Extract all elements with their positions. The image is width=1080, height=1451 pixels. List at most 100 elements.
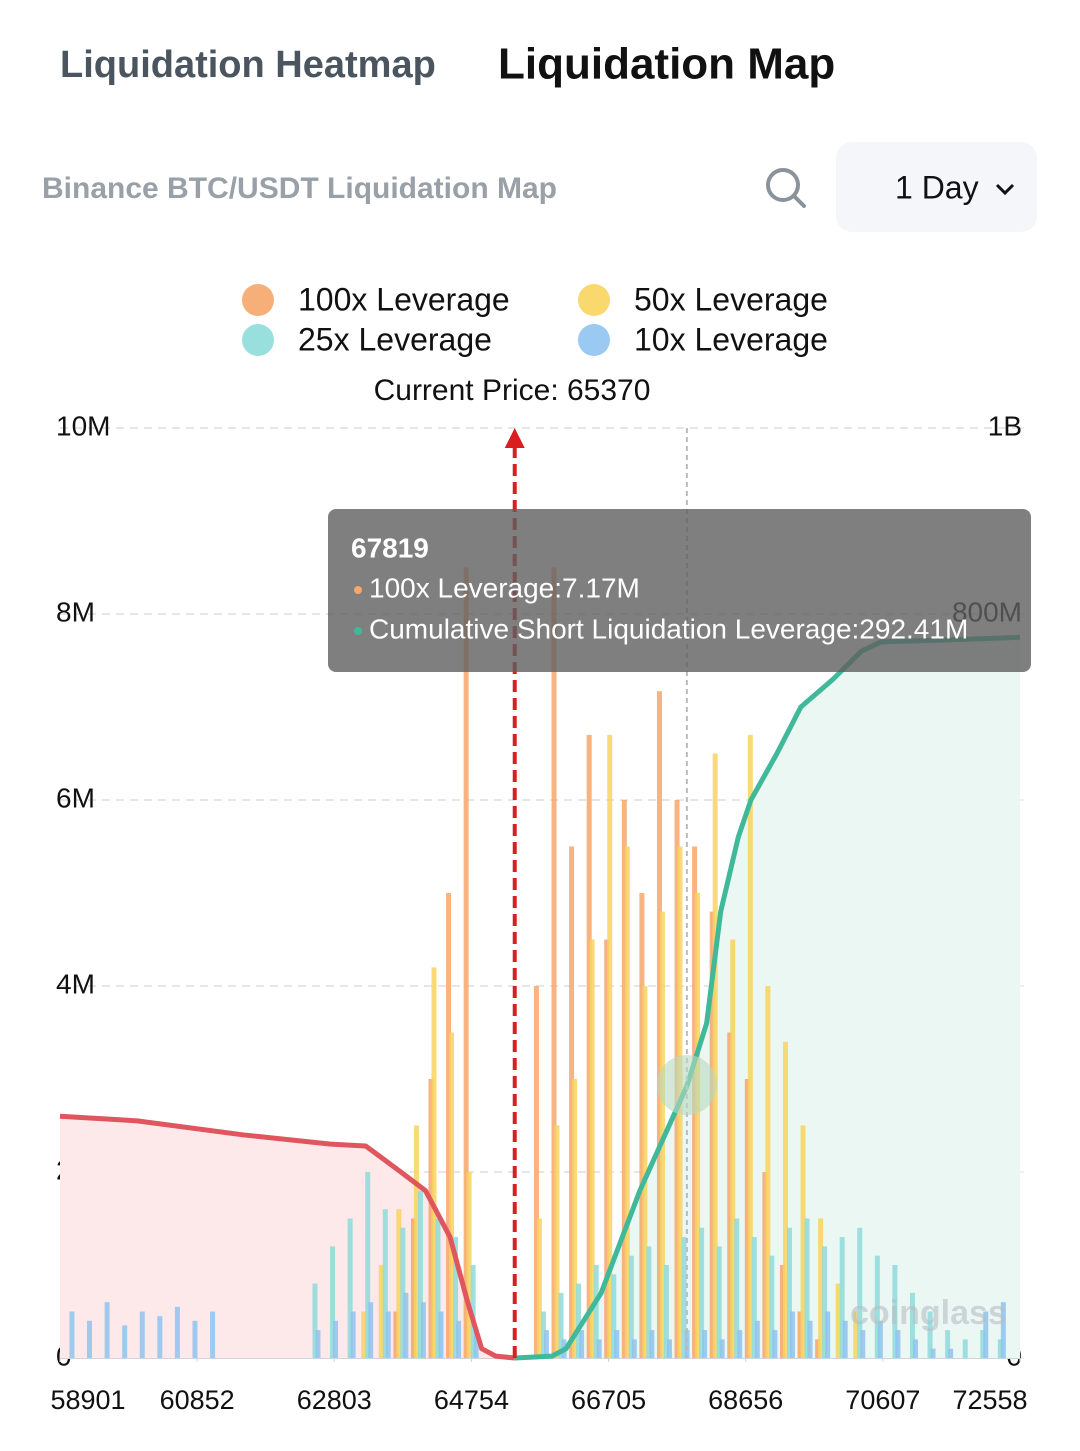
bar-10x <box>860 1330 866 1358</box>
bar-10x <box>684 1330 690 1358</box>
bar-25x <box>312 1283 318 1358</box>
bar-10x <box>174 1306 180 1358</box>
bar-10x <box>877 1320 883 1358</box>
watermark: coinglass <box>850 1294 1007 1332</box>
bar-100x <box>639 893 645 1358</box>
bar-25x <box>417 1190 423 1358</box>
bar-10x <box>333 1320 339 1358</box>
bar-10x <box>825 1311 831 1358</box>
bar-50x <box>853 1311 859 1358</box>
bar-10x <box>543 1330 549 1358</box>
range-dropdown[interactable]: 1 Day <box>836 142 1037 232</box>
y2-tick-label: 1B <box>988 410 1022 441</box>
bar-50x <box>712 753 718 1358</box>
bar-25x <box>681 1237 687 1358</box>
legend-swatch <box>242 284 274 316</box>
bar-100x <box>410 1218 416 1358</box>
bar-50x <box>607 734 613 1358</box>
range-label: 1 Day <box>895 169 979 205</box>
bar-10x <box>157 1316 163 1358</box>
bar-25x <box>892 1265 898 1358</box>
bar-10x <box>139 1311 145 1358</box>
bar-100x <box>551 567 557 1358</box>
bar-25x <box>699 1227 705 1358</box>
bar-25x <box>646 1246 652 1358</box>
bar-100x <box>779 1265 785 1358</box>
legend-swatch <box>578 324 610 356</box>
bar-10x <box>122 1325 128 1358</box>
bar-25x <box>576 1283 582 1358</box>
bar-100x <box>604 939 610 1358</box>
tab[interactable]: Liquidation Heatmap <box>60 44 436 86</box>
bar-10x <box>895 1330 901 1358</box>
bar-25x <box>839 1237 845 1358</box>
bar-25x <box>751 1237 757 1358</box>
bar-100x <box>428 1079 434 1358</box>
bar-25x <box>804 1218 810 1358</box>
bar-10x <box>315 1330 321 1358</box>
bar-50x <box>642 986 648 1358</box>
x-tick-label: 68656 <box>708 1385 783 1415</box>
bar-25x <box>927 1311 933 1358</box>
bar-50x <box>747 734 753 1358</box>
y-tick-label: 8M <box>56 596 95 627</box>
legend-swatch <box>578 284 610 316</box>
bar-25x <box>874 1255 880 1358</box>
bar-10x <box>69 1311 75 1358</box>
bar-25x <box>365 1172 371 1358</box>
bar-50x <box>572 1079 578 1358</box>
x-tick-label: 62803 <box>297 1385 372 1415</box>
bar-25x <box>330 1246 336 1358</box>
bar-25x <box>997 1339 1003 1358</box>
cumulative-line <box>59 1113 515 1361</box>
bar-50x <box>782 1041 788 1358</box>
legend-label: 50x Leverage <box>634 281 828 317</box>
bar-10x <box>192 1320 198 1358</box>
bar-25x <box>822 1246 828 1358</box>
bar-10x <box>983 1311 989 1358</box>
bar-50x <box>818 1218 824 1358</box>
bar-25x <box>945 1330 951 1358</box>
bar-100x <box>797 1311 803 1358</box>
tooltip <box>328 509 1031 672</box>
bar-25x <box>382 1209 388 1358</box>
bar-50x <box>466 1172 472 1358</box>
bar-10x <box>754 1320 760 1358</box>
tooltip-dot <box>354 586 362 594</box>
bar-100x <box>727 1032 733 1358</box>
bar-10x <box>842 1320 848 1358</box>
bar-10x <box>438 1311 444 1358</box>
tab-active[interactable]: Liquidation Map <box>498 40 835 89</box>
bar-50x <box>589 939 595 1358</box>
bar-10x <box>210 1311 216 1358</box>
bar-25x <box>786 1227 792 1358</box>
bar-50x <box>413 1125 419 1358</box>
x-tick-label: 60852 <box>160 1385 235 1415</box>
bar-10x <box>737 1330 743 1358</box>
bar-10x <box>1000 1302 1006 1358</box>
bar-10x <box>87 1320 93 1358</box>
y-tick-label: 4M <box>56 968 95 999</box>
bar-50x <box>361 1311 367 1358</box>
legend-swatch <box>242 324 274 356</box>
bar-10x <box>948 1348 954 1358</box>
bar-25x <box>435 1218 441 1358</box>
bar-10x <box>666 1339 672 1358</box>
bar-25x <box>611 1274 617 1358</box>
bar-100x <box>762 1172 768 1358</box>
bar-25x <box>540 1311 546 1358</box>
bar-50x <box>554 1125 560 1358</box>
bar-25x <box>453 1237 459 1358</box>
bar-100x <box>463 567 469 1358</box>
tooltip-title: 67819 <box>351 532 429 563</box>
bar-10x <box>614 1330 620 1358</box>
bar-10x <box>350 1311 356 1358</box>
bar-50x <box>431 967 437 1358</box>
bar-100x <box>446 893 452 1358</box>
subtitle: Binance BTC/USDT Liquidation Map <box>42 172 557 205</box>
bar-50x <box>695 893 701 1358</box>
bar-100x <box>815 1339 821 1358</box>
search-icon[interactable] <box>766 168 806 208</box>
bar-25x <box>980 1330 986 1358</box>
